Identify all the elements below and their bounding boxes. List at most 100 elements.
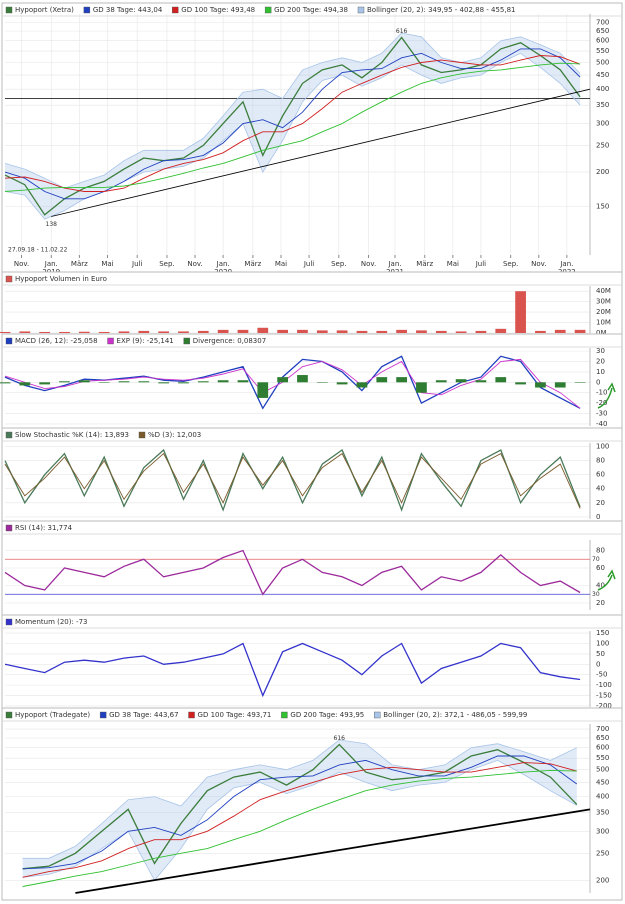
reference-label: 70 (592, 556, 600, 563)
annotation: 616 (396, 28, 408, 35)
x-tick-label: Jan. (44, 260, 58, 268)
series-line (4, 358, 581, 409)
y-tick-label: 700 (596, 18, 609, 26)
x-tick-label: Nov. (531, 260, 546, 268)
legend-label: MACD (26, 12): -25,058 (15, 337, 98, 345)
x-tick-label: Mai (101, 260, 113, 268)
annotation: 616 (334, 735, 346, 742)
y-tick-label: 600 (596, 744, 609, 752)
legend-label: %D (3): 12,003 (148, 431, 201, 439)
legend-label: Hypoport (Xetra) (15, 6, 74, 14)
bar (277, 329, 288, 333)
legend-label: Bollinger (20, 2): 349,95 - 402,88 - 455… (367, 6, 516, 14)
y-tick-label: 400 (596, 793, 609, 801)
y-tick-label: 500 (596, 766, 609, 774)
legend-label: Slow Stochastic %K (14): 13,893 (15, 431, 129, 439)
y-tick-label: 500 (596, 58, 609, 66)
panel-frame (1, 707, 623, 901)
bar (356, 382, 368, 388)
date-range: 27.09.18 - 11.02.22 (8, 247, 68, 254)
legend-swatch (138, 431, 146, 439)
trend-line (75, 808, 591, 894)
series-line (4, 448, 581, 512)
y-tick-label: 20 (596, 499, 605, 507)
y-tick-label: 20 (596, 599, 605, 607)
series-line (22, 769, 577, 887)
bollinger-fill (22, 739, 577, 881)
series-line (4, 36, 581, 216)
bar (138, 381, 150, 383)
bar (574, 382, 586, 383)
series-line (22, 755, 578, 870)
y-tick-label: 10 (596, 368, 605, 376)
y-tick-label: 650 (596, 27, 609, 35)
x-tick-label: Nov. (187, 260, 202, 268)
y-tick-label: 100 (596, 639, 609, 647)
y-tick-label: 0M (596, 329, 607, 337)
bar (554, 329, 566, 333)
legend-swatch (5, 618, 13, 626)
y-tick-label: -100 (596, 681, 612, 689)
series-line (4, 55, 581, 192)
legend-label: GD 100 Tage: 493,71 (198, 711, 272, 719)
y-tick-label: 200 (596, 168, 609, 176)
y-tick-label: 550 (596, 47, 609, 55)
bar (98, 331, 110, 333)
y-tick-label: 50 (596, 650, 605, 658)
bar (158, 382, 170, 384)
y-tick-label: 30M (596, 298, 611, 306)
annotation: 138 (46, 221, 58, 228)
bar (178, 382, 189, 384)
bar (495, 377, 507, 383)
y-tick-label: 550 (596, 754, 609, 762)
bar (475, 380, 487, 383)
bar (535, 382, 546, 388)
legend-label: Momentum (20): -73 (15, 618, 88, 626)
x-tick-label: Nov. (14, 260, 29, 268)
bar (376, 377, 388, 383)
bar (0, 382, 11, 384)
bar (237, 329, 249, 333)
legend-label: GD 200 Tage: 493,95 (290, 711, 364, 719)
bar (336, 382, 348, 385)
bar (59, 381, 70, 383)
trend-line (51, 88, 591, 217)
bar (19, 331, 31, 333)
bar (435, 330, 447, 333)
legend-swatch (5, 711, 13, 719)
bar (316, 330, 328, 333)
arrow-decoration (607, 382, 616, 393)
series-line (22, 762, 577, 878)
panel-frame (1, 333, 623, 431)
bar (416, 330, 427, 333)
bar (554, 382, 566, 388)
y-tick-label: 20 (596, 358, 605, 366)
series-line (4, 48, 581, 200)
bar (78, 331, 90, 333)
bar (217, 329, 229, 333)
legend-swatch (99, 711, 107, 719)
bar (535, 330, 546, 333)
series-line (4, 549, 581, 596)
x-tick-label: Juli (131, 260, 142, 268)
legend-swatch (107, 337, 114, 345)
x-tick-label: Sep. (503, 260, 518, 268)
bar (396, 377, 407, 383)
legend-swatch (374, 711, 381, 719)
y-tick-label: 150 (596, 203, 609, 211)
bollinger-upper (4, 32, 581, 189)
legend-label: GD 100 Tage: 493,48 (181, 6, 255, 14)
bar (257, 327, 269, 333)
y-tick-label: 350 (596, 101, 609, 109)
x-tick-label: Sep. (331, 260, 346, 268)
bar (158, 331, 170, 333)
y-tick-label: 150 (596, 629, 609, 637)
bar (416, 382, 427, 393)
legend-label: Hypoport Volumen in Euro (15, 275, 107, 283)
legend-swatch (357, 6, 365, 14)
bar (197, 330, 209, 333)
y-tick-label: 300 (596, 120, 609, 128)
panel-frame (1, 427, 623, 524)
x-tick-label: Juli (303, 260, 314, 268)
